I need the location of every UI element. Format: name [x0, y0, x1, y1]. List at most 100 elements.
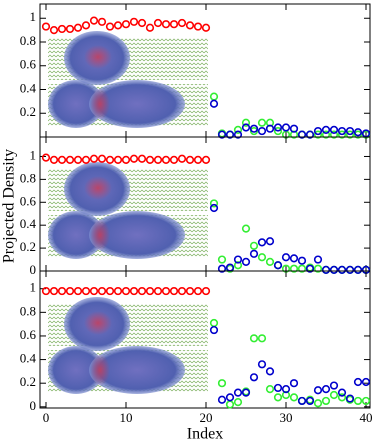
point [321, 265, 331, 274]
point [217, 379, 227, 388]
point [161, 286, 171, 296]
y-tick-label: 1 [30, 9, 37, 24]
point [289, 254, 299, 263]
point [313, 130, 323, 139]
point [41, 286, 51, 296]
point [57, 286, 67, 296]
point [97, 17, 107, 26]
point [233, 261, 243, 270]
point [329, 130, 339, 139]
point [49, 286, 59, 296]
point [225, 393, 235, 402]
point [353, 396, 363, 406]
x-tick-label: 30 [280, 410, 293, 425]
point [321, 125, 331, 134]
y-tick-label: 0.2 [20, 104, 36, 119]
point [321, 130, 331, 139]
point [337, 388, 347, 397]
point [65, 155, 75, 165]
point [321, 385, 331, 394]
point [57, 24, 67, 34]
point [337, 126, 347, 136]
y-tick-label: 1 [30, 280, 37, 295]
point [273, 123, 283, 132]
point [73, 286, 83, 296]
point [337, 265, 347, 274]
point [353, 377, 363, 387]
point [185, 155, 195, 165]
point [225, 130, 235, 139]
point [217, 264, 227, 273]
point [345, 130, 355, 139]
point [249, 124, 259, 133]
x-tick-label: 0 [43, 410, 50, 425]
point [241, 257, 251, 266]
point [169, 155, 179, 165]
point [345, 265, 355, 274]
point [345, 126, 355, 136]
y-axis-label: Projected Density [1, 149, 18, 263]
point [257, 126, 267, 136]
point [305, 130, 315, 139]
point [161, 155, 171, 165]
y-tick-label: 0.2 [20, 239, 36, 254]
point [209, 318, 219, 328]
point [289, 124, 299, 133]
point [233, 397, 243, 407]
point [129, 286, 139, 296]
y-tick-label: 1 [30, 147, 37, 162]
point [49, 155, 59, 165]
plot-frame [39, 270, 371, 409]
molecule-image [48, 162, 208, 259]
point [313, 255, 323, 264]
point [49, 26, 59, 35]
point [241, 118, 251, 127]
point [233, 388, 243, 397]
point [257, 360, 267, 369]
point [313, 386, 323, 395]
y-tick-label: 0.6 [20, 193, 37, 208]
point [281, 385, 291, 394]
molecule-image [48, 31, 208, 128]
point [249, 249, 259, 258]
point [169, 286, 179, 296]
point [57, 155, 67, 165]
point [209, 99, 219, 108]
point [41, 22, 51, 31]
point [273, 383, 283, 393]
point [353, 128, 363, 137]
point [137, 18, 147, 28]
y-tick-label: 0.8 [20, 303, 36, 318]
y-tick-label: 0.4 [20, 80, 37, 95]
point [113, 286, 123, 296]
point [297, 256, 307, 265]
point [241, 123, 251, 132]
point [145, 286, 155, 296]
point [217, 395, 227, 404]
point [185, 21, 195, 30]
point [353, 265, 363, 274]
y-tick-label: 0 [30, 262, 37, 277]
point [297, 396, 307, 406]
point [73, 23, 83, 32]
point [313, 399, 323, 408]
point [169, 20, 179, 29]
point [257, 334, 267, 343]
point [209, 92, 219, 101]
point [177, 18, 187, 28]
point [265, 257, 275, 266]
point [81, 21, 91, 30]
point [137, 286, 147, 296]
point [89, 16, 99, 25]
point [129, 154, 139, 163]
point [177, 154, 187, 163]
point [217, 255, 227, 264]
point [265, 385, 275, 394]
point [161, 20, 171, 29]
point [41, 153, 51, 162]
point [257, 118, 267, 127]
y-tick-label: 0.6 [20, 57, 37, 72]
point [89, 154, 99, 163]
point [345, 394, 355, 403]
